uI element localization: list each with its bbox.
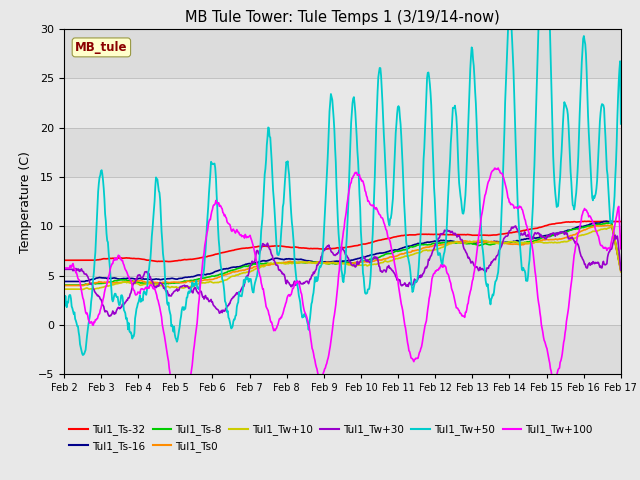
Tul1_Tw+100 xyxy=(399,308,406,313)
Tul1_Tw+30 xyxy=(512,223,520,229)
Line: Tul1_Ts-16: Tul1_Ts-16 xyxy=(64,221,621,281)
Tul1_Tw+30 xyxy=(483,265,491,271)
Legend: Tul1_Ts-32, Tul1_Ts-16, Tul1_Ts-8, Tul1_Ts0, Tul1_Tw+10, Tul1_Tw+30, Tul1_Tw+50,: Tul1_Ts-32, Tul1_Ts-16, Tul1_Ts-8, Tul1_… xyxy=(69,424,593,452)
Tul1_Ts-16 xyxy=(398,245,406,251)
Tul1_Tw+30 xyxy=(60,266,68,272)
Tul1_Ts0 xyxy=(398,251,406,256)
Tul1_Ts0 xyxy=(60,283,68,288)
Tul1_Tw+30 xyxy=(415,273,423,279)
Tul1_Tw+50 xyxy=(79,352,86,358)
Tul1_Tw+100 xyxy=(176,418,184,423)
Line: Tul1_Ts-8: Tul1_Ts-8 xyxy=(64,223,621,285)
Tul1_Tw+50 xyxy=(384,216,392,222)
Tul1_Ts-32 xyxy=(60,257,68,263)
Tul1_Ts-32 xyxy=(540,223,548,229)
Tul1_Tw+10 xyxy=(415,250,423,255)
Line: Tul1_Ts-32: Tul1_Ts-32 xyxy=(64,221,621,262)
Bar xyxy=(64,29,621,78)
Tul1_Tw+50 xyxy=(95,180,102,186)
Tul1_Ts-8 xyxy=(383,251,391,256)
Tul1_Ts-32 xyxy=(584,218,592,224)
Tul1_Tw+100 xyxy=(494,165,502,171)
Title: MB Tule Tower: Tule Temps 1 (3/19/14-now): MB Tule Tower: Tule Temps 1 (3/19/14-now… xyxy=(185,10,500,25)
Tul1_Ts0 xyxy=(540,237,547,243)
Tul1_Tw+50 xyxy=(483,283,491,289)
Tul1_Ts-16 xyxy=(415,241,422,247)
Tul1_Tw+50 xyxy=(399,163,406,169)
Tul1_Tw+10 xyxy=(95,286,102,291)
Line: Tul1_Tw+50: Tul1_Tw+50 xyxy=(64,0,621,355)
Tul1_Ts-16 xyxy=(602,218,610,224)
Tul1_Ts0 xyxy=(415,247,422,253)
Tul1_Tw+10 xyxy=(79,287,86,292)
Tul1_Ts-8 xyxy=(94,280,102,286)
Tul1_Tw+100 xyxy=(94,313,102,319)
Tul1_Tw+10 xyxy=(609,223,616,228)
Tul1_Ts-8 xyxy=(483,240,490,246)
Bar xyxy=(64,177,621,226)
Tul1_Ts-32 xyxy=(399,233,406,239)
Tul1_Ts-32 xyxy=(483,232,491,238)
Tul1_Tw+30 xyxy=(617,267,625,273)
Tul1_Ts-32 xyxy=(165,259,173,264)
Tul1_Ts-8 xyxy=(415,242,422,248)
Bar xyxy=(64,78,621,128)
Tul1_Tw+10 xyxy=(483,239,491,244)
Tul1_Tw+100 xyxy=(483,184,491,190)
Tul1_Ts0 xyxy=(604,222,611,228)
Line: Tul1_Tw+10: Tul1_Tw+10 xyxy=(64,226,621,289)
Line: Tul1_Tw+100: Tul1_Tw+100 xyxy=(64,168,621,420)
Tul1_Tw+100 xyxy=(415,349,423,355)
Tul1_Ts-32 xyxy=(384,236,392,241)
Tul1_Ts-8 xyxy=(398,248,406,253)
Tul1_Ts-8 xyxy=(60,282,68,288)
Tul1_Ts-16 xyxy=(483,239,490,245)
Tul1_Tw+10 xyxy=(617,269,625,275)
Line: Tul1_Tw+30: Tul1_Tw+30 xyxy=(64,226,621,316)
Tul1_Tw+10 xyxy=(399,254,406,260)
Tul1_Ts-8 xyxy=(540,235,547,240)
Y-axis label: Temperature (C): Temperature (C) xyxy=(19,151,33,252)
Tul1_Tw+100 xyxy=(384,235,392,241)
Bar xyxy=(64,276,621,325)
Tul1_Ts-8 xyxy=(607,220,614,226)
Tul1_Ts0 xyxy=(617,268,625,274)
Tul1_Tw+100 xyxy=(617,246,625,252)
Tul1_Ts-32 xyxy=(415,231,423,237)
Tul1_Ts-32 xyxy=(94,257,102,263)
Tul1_Ts-16 xyxy=(540,233,547,239)
Tul1_Ts-8 xyxy=(617,267,625,273)
Bar xyxy=(64,325,621,374)
Tul1_Ts-16 xyxy=(383,249,391,254)
Tul1_Ts-16 xyxy=(60,278,68,284)
Tul1_Tw+30 xyxy=(106,313,113,319)
Tul1_Tw+100 xyxy=(60,265,68,271)
Tul1_Tw+30 xyxy=(94,292,102,298)
Text: MB_tule: MB_tule xyxy=(75,41,127,54)
Tul1_Tw+50 xyxy=(60,303,68,309)
Tul1_Ts-16 xyxy=(94,275,102,281)
Tul1_Tw+30 xyxy=(541,236,548,241)
Tul1_Tw+10 xyxy=(60,286,68,292)
Tul1_Ts0 xyxy=(383,255,391,261)
Line: Tul1_Ts0: Tul1_Ts0 xyxy=(64,225,621,286)
Tul1_Ts0 xyxy=(94,279,102,285)
Bar xyxy=(64,226,621,276)
Tul1_Tw+50 xyxy=(617,121,625,127)
Tul1_Ts-32 xyxy=(617,219,625,225)
Tul1_Tw+30 xyxy=(384,264,392,270)
Tul1_Tw+100 xyxy=(541,339,548,345)
Tul1_Ts0 xyxy=(483,239,490,245)
Tul1_Ts-16 xyxy=(617,267,625,273)
Tul1_Tw+30 xyxy=(399,282,406,288)
Tul1_Tw+10 xyxy=(540,240,548,246)
Tul1_Tw+10 xyxy=(384,259,392,264)
Tul1_Tw+50 xyxy=(415,252,423,258)
Bar xyxy=(64,128,621,177)
